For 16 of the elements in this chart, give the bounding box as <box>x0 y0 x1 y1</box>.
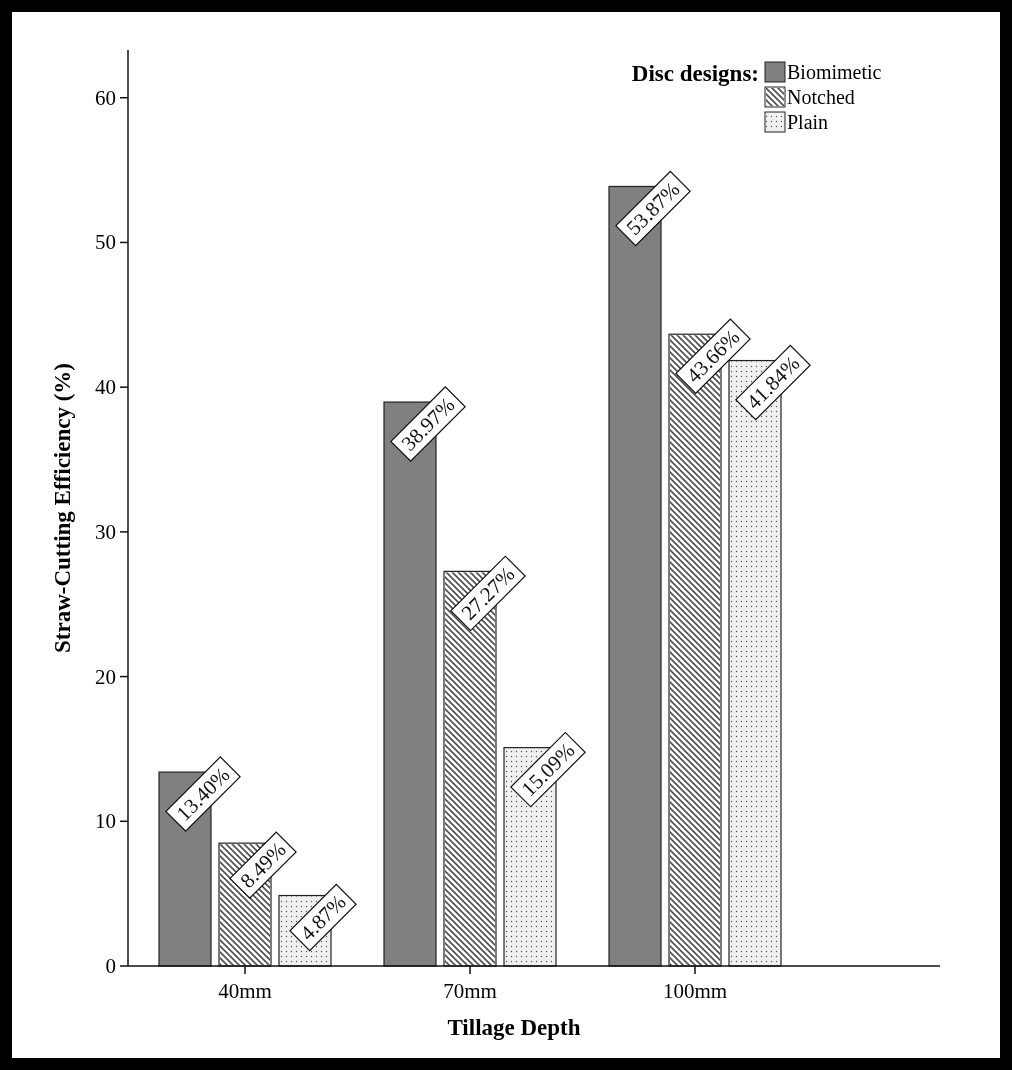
x-tick-label: 40mm <box>218 979 272 1003</box>
x-tick-label: 70mm <box>443 979 497 1003</box>
y-axis-title: Straw-Cutting Efficiency (%) <box>50 362 75 654</box>
y-tick-label: 20 <box>95 664 116 689</box>
legend-label: Biomimetic <box>787 61 882 83</box>
y-tick-label: 10 <box>95 809 116 834</box>
x-tick-label: 100mm <box>662 979 728 1003</box>
legend-label: Notched <box>787 86 855 108</box>
legend-label: Plain <box>787 111 829 133</box>
y-tick-label: 50 <box>95 230 116 255</box>
y-tick-label: 60 <box>95 85 116 110</box>
x-axis-title: Tillage Depth <box>447 1015 581 1040</box>
y-tick-label: 30 <box>95 519 116 544</box>
y-tick-label: 0 <box>105 954 116 978</box>
legend-title: Disc designs: <box>631 61 759 86</box>
y-tick-label: 40 <box>95 375 116 400</box>
